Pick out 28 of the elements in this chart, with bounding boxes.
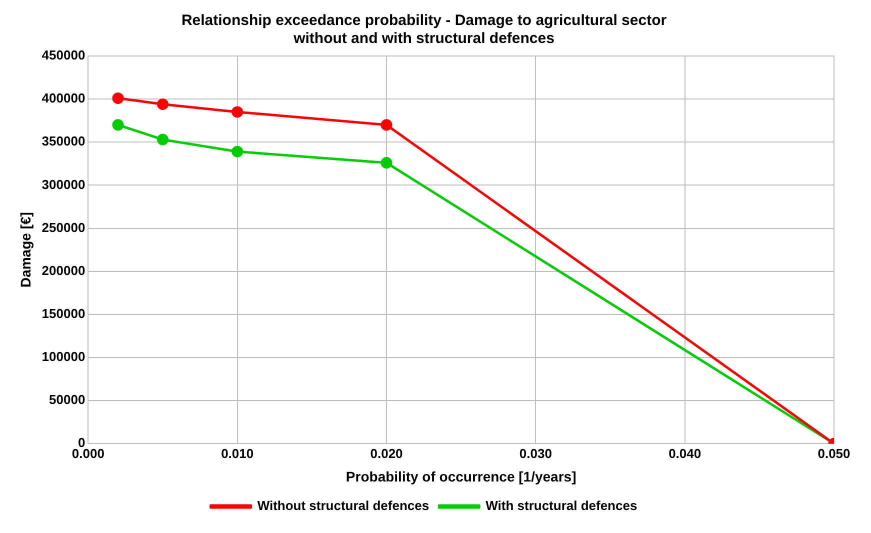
- point: [157, 134, 169, 146]
- y-tick-label: 300000: [42, 176, 86, 192]
- legend-label: Without structural defences: [257, 498, 430, 514]
- point: [112, 92, 124, 104]
- point: [380, 157, 392, 169]
- point: [112, 119, 124, 131]
- y-tick-label: 200000: [42, 262, 86, 278]
- point: [380, 119, 392, 131]
- y-tick-label: 150000: [42, 306, 86, 321]
- point: [232, 146, 244, 158]
- x-axis-title: Probability of occurrence [1/years]: [346, 468, 576, 484]
- y-tick-label: 0: [78, 435, 86, 450]
- x-tick-label: 0.010: [221, 446, 254, 461]
- y-tick-label: 350000: [42, 134, 86, 149]
- y-axis-title: Damage [€]: [17, 212, 34, 288]
- y-tick-label: 100000: [42, 349, 86, 364]
- legend-label: With structural defences: [486, 498, 638, 514]
- x-tick-label: 0.040: [668, 446, 702, 461]
- y-tick-label: 50000: [49, 392, 86, 408]
- chart-title: Relationship exceedance probability - Damage to agricultural sector without and with structural defences: [181, 12, 667, 48]
- point: [157, 98, 169, 110]
- point: [232, 106, 244, 118]
- x-tick-label: 0.050: [818, 446, 850, 461]
- x-tick-label: 0.030: [519, 446, 552, 461]
- y-tick-label: 400000: [42, 90, 86, 106]
- x-tick-label: 0.020: [370, 446, 403, 461]
- y-tick-label: 450000: [42, 48, 86, 63]
- y-tick-label: 250000: [42, 220, 86, 235]
